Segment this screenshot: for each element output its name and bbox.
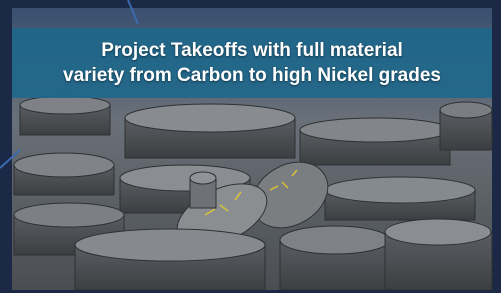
- caption-line: Project Takeoffs with full material: [101, 38, 403, 63]
- caption-line: variety from Carbon to high Nickel grade…: [63, 63, 441, 88]
- screenshot: Project Takeoffs with full material vari…: [0, 0, 501, 293]
- caption-banner: Project Takeoffs with full material vari…: [12, 28, 492, 98]
